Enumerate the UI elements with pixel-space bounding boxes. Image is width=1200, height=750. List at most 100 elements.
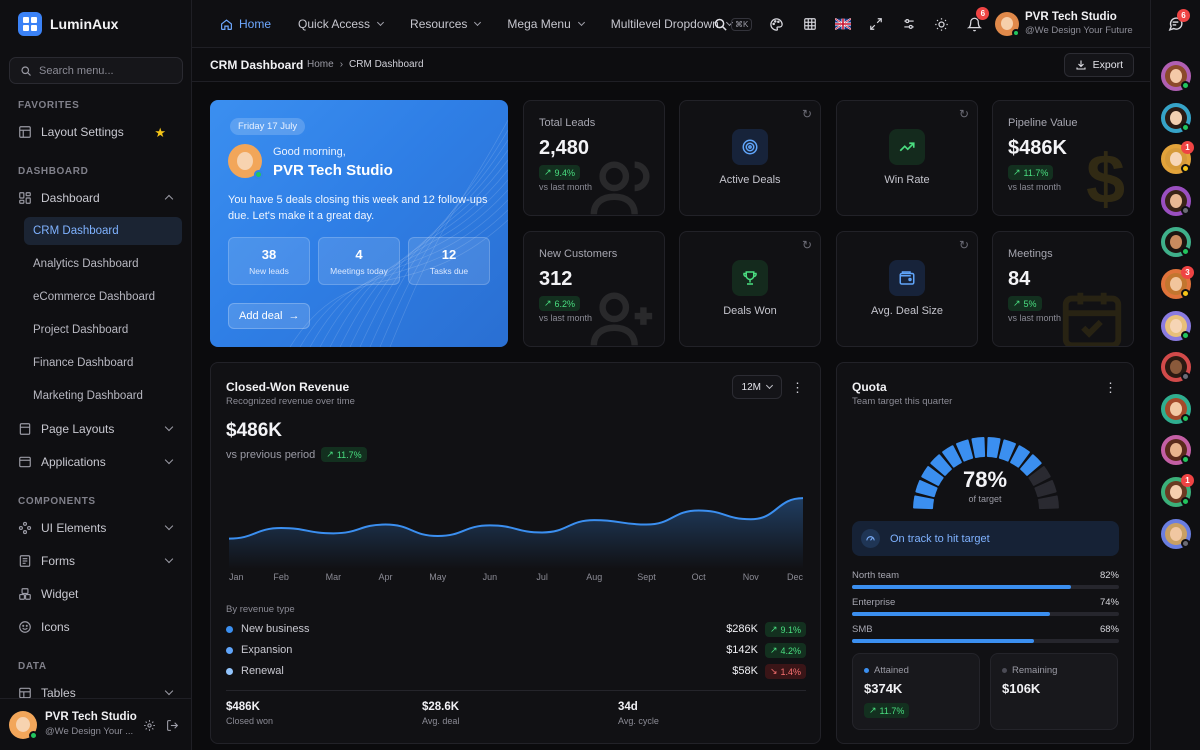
add-deal-button[interactable]: Add deal → bbox=[228, 303, 311, 329]
contact-avatar[interactable] bbox=[1161, 310, 1191, 341]
sidebar-item-page-layouts[interactable]: Page Layouts bbox=[18, 417, 174, 441]
form-icon bbox=[19, 555, 31, 567]
date-badge: Friday 17 July bbox=[230, 118, 306, 135]
sidebar-search-input[interactable] bbox=[39, 64, 169, 77]
series-dot-icon bbox=[226, 668, 233, 675]
contact-avatar[interactable] bbox=[1161, 393, 1191, 424]
palette-icon bbox=[770, 17, 784, 31]
status-dot bbox=[1181, 497, 1190, 506]
avatar[interactable] bbox=[9, 710, 38, 740]
kpi-meetings[interactable]: Meetings 84 ↗ 5% vs last month bbox=[992, 231, 1134, 347]
sidebar-item-project-dashboard[interactable]: Project Dashboard bbox=[33, 324, 129, 336]
settings-icon[interactable] bbox=[143, 719, 156, 732]
refresh-icon[interactable]: ↻ bbox=[958, 238, 969, 252]
arrow-up-right-icon: ↗ bbox=[544, 167, 552, 177]
more-options-icon[interactable]: ⋮ bbox=[791, 380, 804, 395]
search-button[interactable] bbox=[704, 12, 737, 36]
star-icon[interactable]: ★ bbox=[154, 125, 166, 140]
kpi-new-customers[interactable]: New Customers 312 ↗ 6.2% vs last month bbox=[523, 231, 665, 347]
theme-palette-button[interactable] bbox=[760, 12, 793, 36]
topnav-multilevel-dropdown[interactable]: Multilevel Dropdown bbox=[603, 11, 740, 37]
logout-icon[interactable] bbox=[166, 719, 179, 732]
fullscreen-button[interactable] bbox=[859, 12, 892, 36]
refresh-icon[interactable]: ↻ bbox=[958, 107, 969, 121]
sidebar-item-widget[interactable]: Widget bbox=[18, 582, 174, 606]
mini-win-rate[interactable]: ↻ Win Rate bbox=[836, 100, 978, 216]
brand-name: LuminAux bbox=[50, 16, 119, 32]
download-icon bbox=[1076, 60, 1086, 70]
month-tick-label: Dec bbox=[786, 572, 803, 582]
sidebar-item-ui-elements[interactable]: UI Elements bbox=[18, 516, 174, 540]
kpi-pipeline-value[interactable]: $ Pipeline Value $486K ↗ 11.7% vs last mo… bbox=[992, 100, 1134, 216]
contact-avatar[interactable] bbox=[1161, 102, 1191, 133]
sidebar-item-applications[interactable]: Applications bbox=[18, 450, 174, 474]
sidebar-item-layout-settings[interactable]: Layout Settings ★ bbox=[18, 120, 174, 144]
topnav-resources[interactable]: Resources bbox=[402, 11, 488, 37]
kpi-total-leads[interactable]: Total Leads 2,480 ↗ 9.4% vs last month bbox=[523, 100, 665, 216]
chevron-down-icon bbox=[164, 455, 174, 465]
chevron-down-icon bbox=[164, 554, 174, 564]
chevron-down-icon bbox=[164, 521, 174, 531]
sidebar-item-ecommerce-dashboard[interactable]: eCommerce Dashboard bbox=[33, 291, 156, 303]
brand[interactable]: LuminAux bbox=[18, 12, 118, 36]
more-options-icon[interactable]: ⋮ bbox=[1104, 380, 1117, 395]
status-dot bbox=[1181, 538, 1190, 548]
sidebar-item-analytics-dashboard[interactable]: Analytics Dashboard bbox=[33, 258, 139, 270]
theme-toggle-button[interactable] bbox=[925, 12, 958, 36]
contact-avatar[interactable] bbox=[1161, 518, 1191, 549]
quota-gauge bbox=[913, 437, 1059, 510]
chevron-up-icon bbox=[164, 194, 174, 204]
progress-fill bbox=[852, 585, 1071, 589]
calendar-check-icon bbox=[1062, 292, 1122, 346]
sidebar-item-finance-dashboard[interactable]: Finance Dashboard bbox=[33, 357, 134, 369]
contact-avatar[interactable] bbox=[1161, 352, 1191, 383]
topnav-home[interactable]: Home bbox=[212, 11, 279, 37]
contact-avatar[interactable] bbox=[1161, 227, 1191, 258]
sidebar-item-marketing-dashboard[interactable]: Marketing Dashboard bbox=[33, 390, 143, 402]
mini-deals-won[interactable]: ↻ Deals Won bbox=[679, 231, 821, 347]
sidebar-search[interactable] bbox=[9, 57, 183, 84]
apps-grid-button[interactable] bbox=[793, 12, 826, 36]
export-button[interactable]: Export bbox=[1063, 53, 1134, 77]
period-select[interactable]: 12M bbox=[731, 375, 782, 399]
chat-button[interactable]: 6 bbox=[1167, 9, 1190, 35]
sidebar-user-name: PVR Tech Studio bbox=[45, 711, 137, 724]
page-title: CRM Dashboard bbox=[210, 58, 304, 72]
panel-title: Closed-Won Revenue bbox=[226, 380, 350, 394]
panel-title: Quota bbox=[852, 380, 887, 394]
breadcrumb-home-link[interactable]: Home bbox=[307, 59, 334, 70]
topnav-label: Mega Menu bbox=[507, 17, 571, 31]
refresh-icon[interactable]: ↻ bbox=[801, 107, 812, 121]
language-button[interactable] bbox=[826, 12, 859, 36]
mini-avg-deal-size[interactable]: ↻ Avg. Deal Size bbox=[836, 231, 978, 347]
revenue-area-fill bbox=[229, 498, 803, 569]
user-plus-icon bbox=[590, 292, 653, 346]
sidebar-item-forms[interactable]: Forms bbox=[18, 549, 174, 573]
topnav-label: Home bbox=[239, 17, 272, 31]
contact-avatar[interactable]: 1 bbox=[1161, 474, 1194, 507]
month-tick-label: Aug bbox=[586, 572, 603, 582]
contact-avatar[interactable] bbox=[1161, 185, 1191, 216]
notifications-button[interactable]: 6 bbox=[958, 7, 991, 36]
panel-subtitle: Recognized revenue over time bbox=[226, 396, 355, 407]
topbar-user[interactable]: PVR Tech Studio @We Design Your Future bbox=[995, 11, 1133, 37]
gauge-segment-filled bbox=[986, 437, 1001, 458]
contact-avatar[interactable]: 3 bbox=[1161, 266, 1194, 299]
topnav-quick-access[interactable]: Quick Access bbox=[290, 11, 391, 37]
customizer-button[interactable] bbox=[892, 12, 925, 36]
refresh-icon[interactable]: ↻ bbox=[801, 238, 812, 252]
uk-flag-icon bbox=[834, 18, 851, 30]
sidebar-user-panel: PVR Tech Studio @We Design Your ... bbox=[0, 698, 192, 750]
contact-avatar[interactable] bbox=[1161, 435, 1191, 466]
welcome-message: You have 5 deals closing this week and 1… bbox=[228, 194, 488, 222]
contact-avatar[interactable]: 1 bbox=[1161, 141, 1194, 175]
grid-icon bbox=[804, 18, 816, 30]
contact-avatar[interactable] bbox=[1161, 61, 1191, 91]
topnav-mega-menu[interactable]: Mega Menu bbox=[499, 11, 591, 37]
sidebar-item-crm-dashboard[interactable]: CRM Dashboard bbox=[24, 217, 182, 245]
sidebar-group-dashboard[interactable]: Dashboard bbox=[18, 186, 174, 210]
sidebar-item-icons[interactable]: Icons bbox=[18, 615, 174, 639]
gauge-segment-filled bbox=[1020, 454, 1042, 476]
mini-active-deals[interactable]: ↻ Active Deals bbox=[679, 100, 821, 216]
sidebar-item-tables[interactable]: Tables bbox=[18, 681, 174, 705]
